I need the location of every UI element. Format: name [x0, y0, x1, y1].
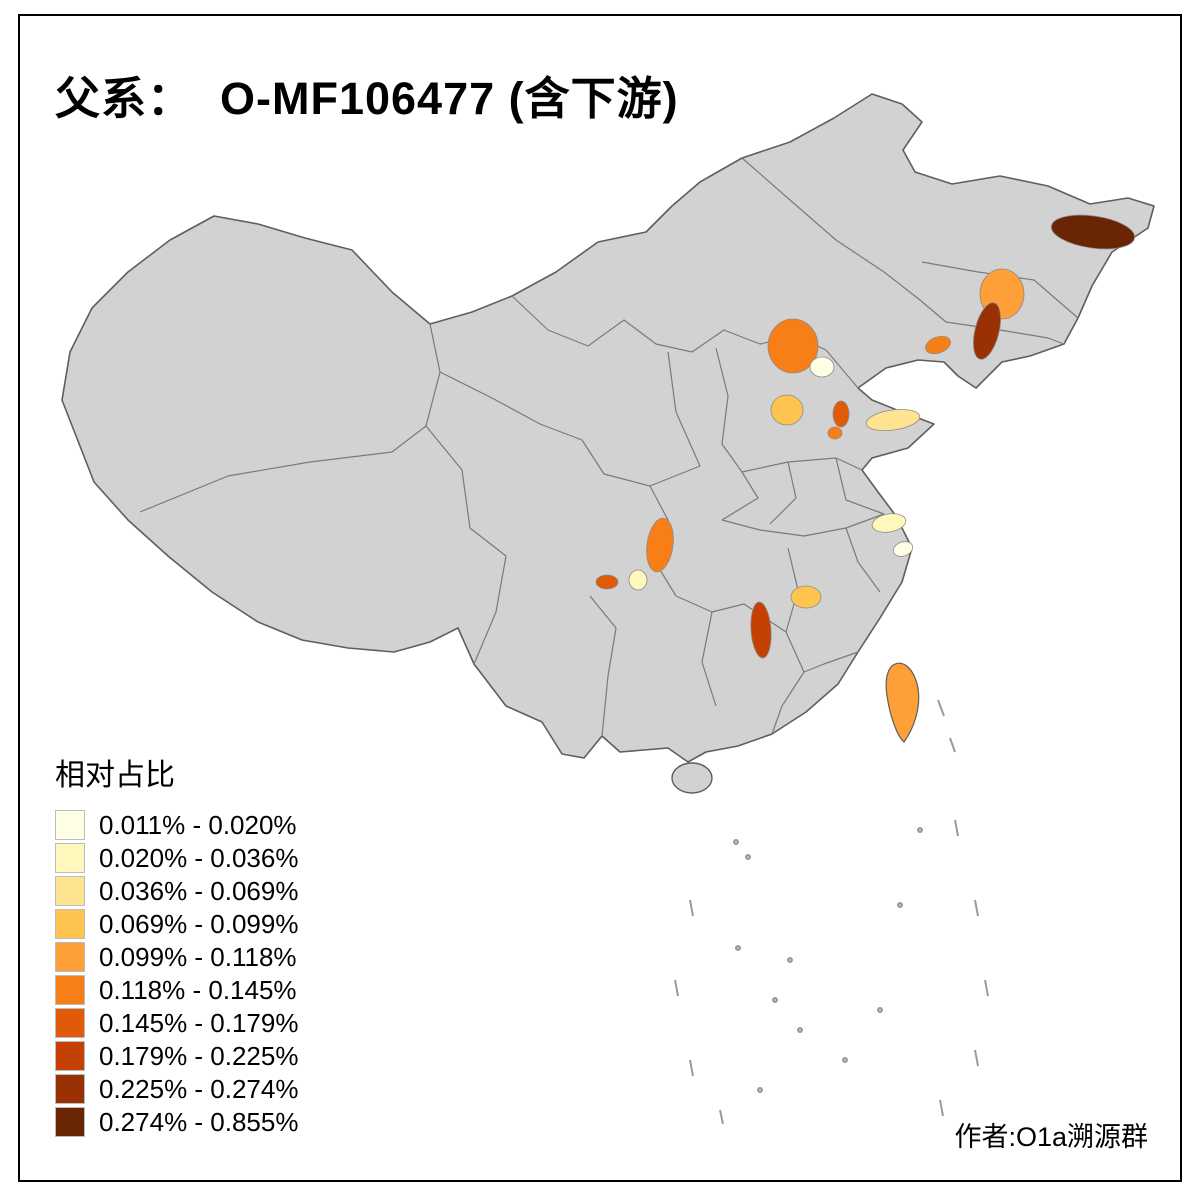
legend-label: 0.069% - 0.099%: [99, 908, 299, 939]
legend-swatch: [55, 842, 85, 873]
legend-swatch: [55, 1073, 85, 1104]
legend-swatch: [55, 875, 85, 906]
legend-row: 0.225% - 0.274%: [55, 1072, 298, 1105]
chongqing-spot-region: [595, 574, 619, 590]
legend-row: 0.274% - 0.855%: [55, 1105, 298, 1138]
legend-swatch: [55, 809, 85, 840]
beijing-area-region: [767, 318, 819, 374]
legend-label: 0.036% - 0.069%: [99, 875, 299, 906]
legend-row: 0.036% - 0.069%: [55, 874, 298, 907]
hebei-central-region: [770, 394, 804, 426]
jiangsu-south-region: [892, 541, 914, 557]
legend-label: 0.020% - 0.036%: [99, 842, 299, 873]
author-credit: 作者:O1a溯源群: [954, 1122, 1148, 1152]
liaoning-west-coast-region: [925, 335, 951, 355]
legend-label: 0.225% - 0.274%: [99, 1073, 299, 1104]
legend-label: 0.145% - 0.179%: [99, 1007, 299, 1038]
legend-rows: 0.011% - 0.020% 0.020% - 0.036% 0.036% - 0…: [55, 808, 298, 1138]
legend-row: 0.145% - 0.179%: [55, 1006, 298, 1039]
legend-label: 0.274% - 0.855%: [99, 1106, 299, 1137]
jiangxi-north-region: [790, 585, 822, 609]
map-title: 父系： O-MF106477 (含下游): [55, 73, 679, 124]
hunan-east-region: [750, 601, 772, 659]
legend-row: 0.118% - 0.145%: [55, 973, 298, 1006]
legend-swatch: [55, 1007, 85, 1038]
legend-swatch: [55, 908, 85, 939]
legend-swatch: [55, 1040, 85, 1071]
china-outline: [61, 93, 1155, 763]
legend-label: 0.118% - 0.145%: [99, 974, 297, 1005]
hebei-south-spot-region: [832, 400, 850, 428]
shandong-peninsula-region: [865, 409, 921, 431]
legend-row: 0.069% - 0.099%: [55, 907, 298, 940]
sichuan-pale-region: [628, 569, 648, 591]
legend-swatch: [55, 1106, 85, 1137]
legend-row: 0.179% - 0.225%: [55, 1039, 298, 1072]
highlighted-regions: [595, 214, 1136, 659]
legend-label: 0.099% - 0.118%: [99, 941, 297, 972]
legend-row: 0.099% - 0.118%: [55, 940, 298, 973]
legend-label: 0.011% - 0.020%: [99, 809, 297, 840]
heilongjiang-east-region: [1050, 214, 1136, 250]
sea-dashes: [674, 699, 989, 1125]
legend-row: 0.020% - 0.036%: [55, 841, 298, 874]
shandong-northwest-spot-region: [827, 426, 843, 440]
legend-row: 0.011% - 0.020%: [55, 808, 298, 841]
legend-label: 0.179% - 0.225%: [99, 1040, 299, 1071]
jiangsu-north-region: [871, 513, 907, 533]
liaoning-east-region: [973, 302, 1001, 360]
beijing-pale-region: [809, 356, 835, 378]
hainan-island: [671, 762, 713, 794]
taiwan-region: [885, 662, 920, 743]
legend-title: 相对占比: [55, 759, 175, 792]
legend: 相对占比 0.011% - 0.020% 0.020% - 0.036% 0.036…: [55, 750, 298, 1138]
sichuan-east-region: [646, 517, 674, 573]
legend-swatch: [55, 974, 85, 1005]
legend-swatch: [55, 941, 85, 972]
